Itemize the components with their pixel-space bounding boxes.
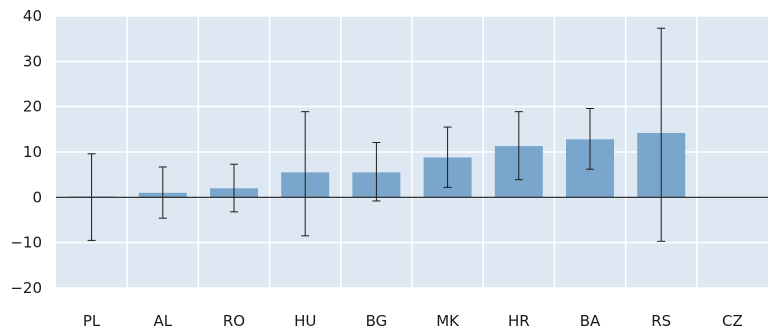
x-tick-label: PL bbox=[83, 312, 101, 329]
error-bar-ba bbox=[586, 107, 594, 170]
error-bar-bg bbox=[372, 141, 381, 202]
y-tick-label: 30 bbox=[23, 52, 42, 70]
x-tick-label: RO bbox=[223, 312, 245, 329]
error-bar-al bbox=[158, 166, 167, 219]
error-bars bbox=[87, 27, 666, 242]
x-tick-label: MK bbox=[436, 312, 460, 329]
x-tick-label: BA bbox=[580, 312, 601, 329]
error-bar-ro bbox=[230, 163, 238, 213]
y-tick-label: 10 bbox=[23, 143, 42, 161]
error-bar-pl bbox=[87, 153, 96, 241]
error-bar-hu bbox=[301, 111, 310, 237]
x-tick-label: RS bbox=[651, 312, 671, 329]
y-tick-label: 20 bbox=[23, 98, 42, 116]
y-axis-ticks: −20 −10 0 10 20 30 40 bbox=[10, 7, 42, 297]
y-tick-label: 40 bbox=[23, 7, 42, 25]
x-tick-label: HR bbox=[508, 312, 530, 329]
y-tick-label: −20 bbox=[10, 279, 42, 297]
error-bar-hr bbox=[514, 111, 523, 181]
y-tick-label: 0 bbox=[32, 188, 42, 206]
error-bar-mk bbox=[443, 126, 452, 188]
x-tick-label: CZ bbox=[722, 312, 743, 329]
y-tick-label: −10 bbox=[10, 234, 42, 252]
x-axis-ticks: PL AL RO HU BG MK HR BA RS CZ bbox=[83, 312, 743, 330]
x-tick-label: BG bbox=[366, 312, 388, 329]
error-bar-rs bbox=[657, 27, 666, 242]
x-tick-label: AL bbox=[153, 312, 172, 329]
x-tick-label: HU bbox=[294, 312, 316, 329]
